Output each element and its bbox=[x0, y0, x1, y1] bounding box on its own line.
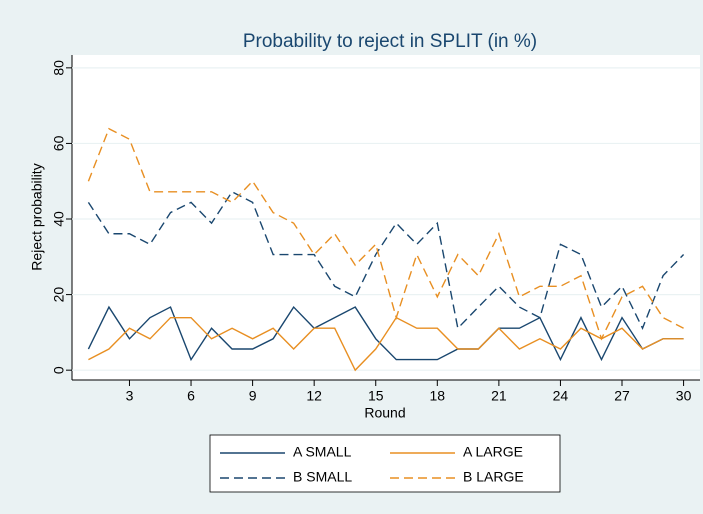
x-tick-label: 9 bbox=[249, 388, 257, 404]
legend-label: B LARGE bbox=[463, 469, 524, 485]
x-tick-label: 3 bbox=[126, 388, 134, 404]
x-tick-label: 21 bbox=[491, 388, 507, 404]
legend-label: B SMALL bbox=[293, 469, 352, 485]
x-tick-label: 30 bbox=[676, 388, 692, 404]
series-line bbox=[87, 127, 684, 341]
chart-title: Probability to reject in SPLIT (in %) bbox=[243, 31, 537, 52]
x-axis-label: Round bbox=[364, 405, 405, 421]
series-line bbox=[87, 305, 684, 362]
x-tick-label: 24 bbox=[553, 388, 569, 404]
series-line bbox=[87, 190, 685, 330]
series-line bbox=[88, 316, 684, 372]
y-axis-label: Reject probability bbox=[29, 163, 45, 270]
legend-label: A LARGE bbox=[463, 444, 523, 460]
y-tick-label: 80 bbox=[51, 60, 67, 76]
x-tick-label: 18 bbox=[430, 388, 446, 404]
y-tick-label: 60 bbox=[51, 135, 67, 151]
x-tick-label: 15 bbox=[368, 388, 384, 404]
y-tick-label: 40 bbox=[51, 211, 67, 227]
y-tick-label: 20 bbox=[51, 287, 67, 303]
x-tick-label: 12 bbox=[306, 388, 322, 404]
legend bbox=[209, 434, 561, 493]
plot-area bbox=[72, 55, 700, 380]
y-tick-label: 0 bbox=[51, 366, 67, 374]
legend-label: A SMALL bbox=[293, 444, 352, 460]
x-tick-label: 27 bbox=[614, 388, 630, 404]
x-tick-label: 6 bbox=[187, 388, 195, 404]
